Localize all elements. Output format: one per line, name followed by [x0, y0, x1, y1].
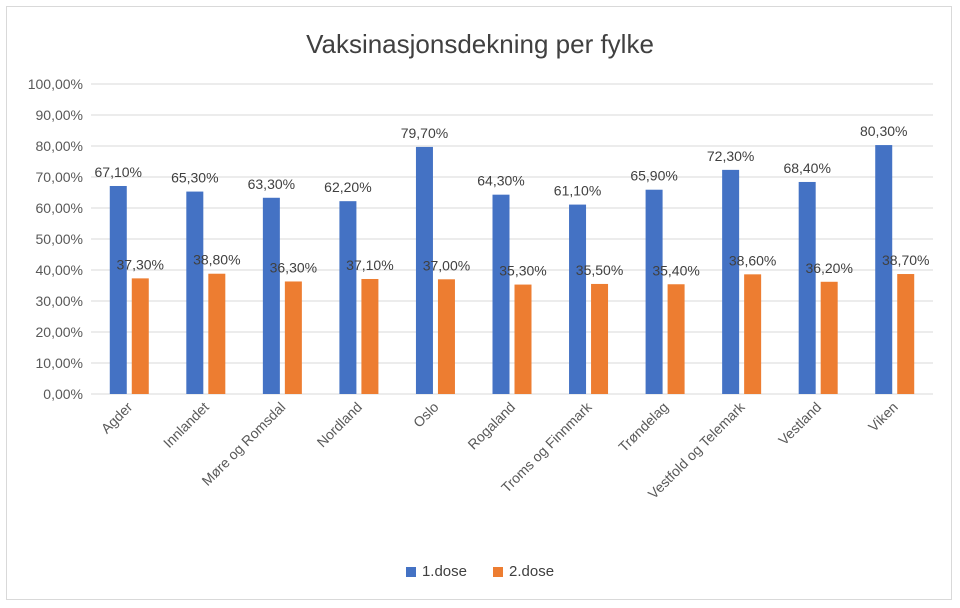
legend-label-dose2: 2.dose	[509, 563, 555, 580]
data-label-dose1: 67,10%	[95, 164, 142, 180]
data-label-dose2: 38,80%	[193, 252, 240, 268]
bar-dose2	[437, 279, 455, 394]
data-label-dose2: 36,20%	[805, 260, 852, 276]
y-tick-label: 100,00%	[28, 76, 83, 92]
data-label-dose1: 64,30%	[477, 173, 524, 189]
legend-label-dose1: 1.dose	[421, 563, 467, 580]
data-label-dose2: 37,00%	[423, 257, 470, 273]
legend-item-dose2: 2.dose	[493, 563, 554, 580]
y-tick-label: 50,00%	[36, 231, 83, 247]
data-label-dose1: 79,70%	[401, 125, 448, 141]
bar-dose1	[645, 189, 663, 394]
y-tick-label: 80,00%	[36, 138, 83, 154]
bar-dose2	[284, 281, 302, 394]
bar-dose2	[820, 281, 838, 394]
data-label-dose1: 65,30%	[171, 170, 218, 186]
data-label-dose1: 65,90%	[630, 168, 677, 184]
data-label-dose2: 35,30%	[499, 263, 546, 279]
x-tick-label: Rogaland	[464, 399, 518, 453]
data-label-dose2: 38,70%	[882, 252, 929, 268]
data-label-dose1: 68,40%	[783, 160, 830, 176]
chart-frame: Vaksinasjonsdekning per fylke 0,00% 10,00…	[6, 6, 952, 600]
legend: 1.dose 2.dose	[7, 563, 953, 580]
bar-dose2	[744, 274, 762, 394]
bar-dose2	[897, 274, 915, 394]
x-tick-label: Nordland	[314, 399, 365, 450]
data-label-dose2: 35,40%	[652, 262, 699, 278]
bar-dose1	[798, 181, 816, 394]
data-label-dose1: 63,30%	[248, 176, 295, 192]
bar-dose2	[591, 283, 609, 394]
y-tick-label: 90,00%	[36, 107, 83, 123]
legend-swatch-dose2	[493, 566, 503, 577]
y-tick-label: 70,00%	[36, 169, 83, 185]
bar-dose1	[875, 145, 893, 394]
bar-dose1	[262, 197, 280, 394]
bar-dose1	[722, 169, 740, 394]
data-label-dose2: 37,10%	[346, 257, 393, 273]
y-tick-label: 60,00%	[36, 200, 83, 216]
y-tick-label: 30,00%	[36, 293, 83, 309]
y-tick-label: 10,00%	[36, 355, 83, 371]
bar-dose2	[514, 284, 532, 394]
data-label-dose2: 38,60%	[729, 252, 776, 268]
x-tick-label: Viken	[865, 399, 901, 435]
y-tick-label: 40,00%	[36, 262, 83, 278]
bar-dose1	[186, 191, 204, 394]
y-tick-label: 0,00%	[43, 386, 83, 402]
data-label-dose2: 36,30%	[270, 259, 317, 275]
y-tick-label: 20,00%	[36, 324, 83, 340]
bar-dose1	[415, 146, 433, 394]
bar-dose1	[492, 194, 510, 394]
bar-dose2	[667, 284, 685, 394]
data-label-dose1: 62,20%	[324, 179, 371, 195]
bar-dose1	[569, 204, 587, 394]
x-tick-label: Vestland	[775, 399, 824, 448]
data-label-dose2: 35,50%	[576, 262, 623, 278]
x-tick-label: Trøndelag	[615, 399, 671, 455]
x-tick-label: Agder	[98, 399, 136, 437]
bar-dose2	[131, 278, 149, 394]
data-label-dose2: 37,30%	[117, 256, 164, 272]
bar-dose1	[109, 185, 127, 394]
chart-title: Vaksinasjonsdekning per fylke	[306, 29, 654, 59]
bar-dose2	[208, 273, 226, 394]
data-label-dose1: 80,30%	[860, 123, 907, 139]
data-label-dose1: 72,30%	[707, 148, 754, 164]
bar-dose1	[339, 201, 357, 394]
legend-swatch-dose1	[405, 566, 416, 577]
bar-chart: 0,00% 10,00% 20,00% 30,00% 40,00% 50,00% 60,00…	[28, 76, 933, 502]
x-tick-label: Innlandet	[160, 399, 212, 451]
x-tick-label: Oslo	[410, 399, 442, 431]
legend-item-dose1: 1.dose	[405, 563, 467, 580]
bar-dose2	[361, 278, 379, 394]
x-tick-label: Møre og Romsdal	[198, 399, 288, 489]
data-label-dose1: 61,10%	[554, 183, 601, 199]
